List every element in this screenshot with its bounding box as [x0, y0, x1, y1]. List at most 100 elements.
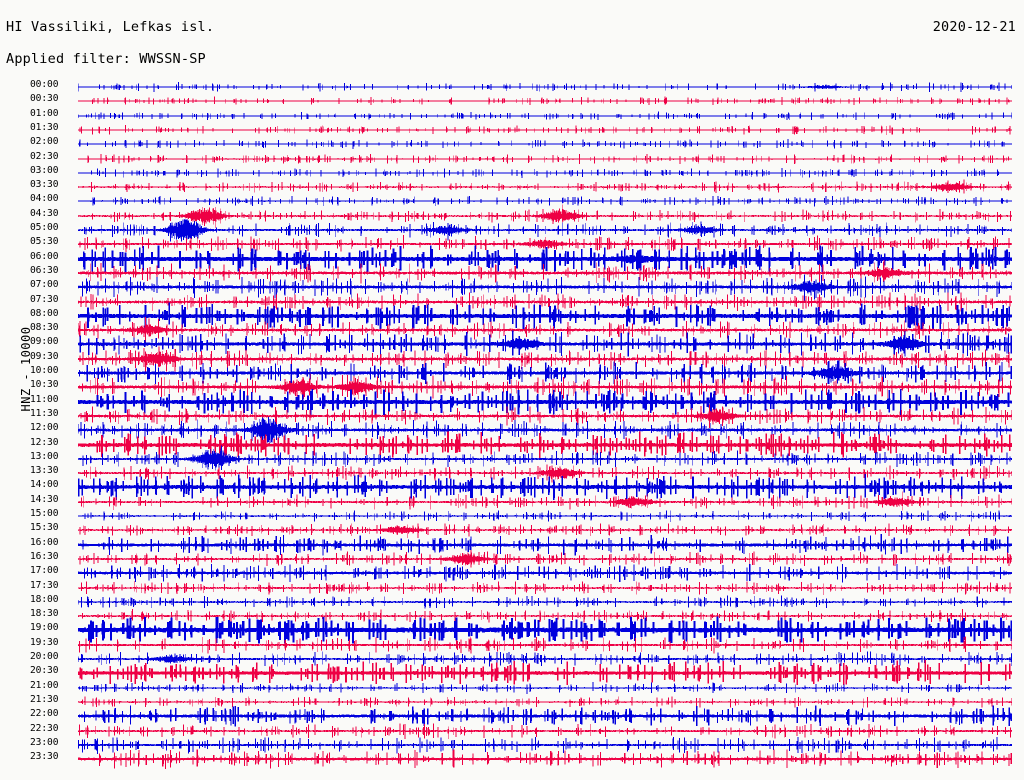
trace-time-label: 01:00 — [30, 107, 59, 119]
trace-waveform — [78, 431, 1012, 458]
trace-row: 16:00 — [0, 533, 1024, 556]
trace-row: 18:30 — [0, 609, 1024, 623]
trace-time-label: 15:30 — [30, 522, 59, 534]
trace-waveform — [78, 204, 1012, 229]
trace-row: 09:00 — [0, 331, 1024, 357]
trace-row: 18:00 — [0, 593, 1024, 609]
trace-row: 06:00 — [0, 245, 1024, 272]
trace-row: 23:00 — [0, 736, 1024, 754]
trace-row: 17:30 — [0, 580, 1024, 595]
trace-row: 04:30 — [0, 204, 1024, 229]
trace-row: 02:30 — [0, 150, 1024, 166]
trace-waveform — [78, 696, 1012, 708]
trace-row: 20:00 — [0, 651, 1024, 667]
trace-waveform — [78, 291, 1012, 311]
trace-time-label: 05:00 — [30, 222, 59, 233]
trace-time-label: 16:00 — [30, 536, 59, 548]
trace-time-label: 23:30 — [30, 751, 59, 763]
trace-waveform — [78, 749, 1012, 769]
trace-time-label: 20:00 — [30, 651, 59, 662]
trace-row: 05:30 — [0, 235, 1024, 253]
trace-waveform — [78, 523, 1012, 539]
trace-waveform — [78, 722, 1012, 739]
trace-row: 17:00 — [0, 563, 1024, 583]
trace-row: 03:30 — [0, 180, 1024, 194]
trace-row: 12:30 — [0, 431, 1024, 458]
trace-waveform — [78, 617, 1012, 644]
trace-time-label: 11:30 — [30, 407, 59, 419]
trace-row: 04:00 — [0, 194, 1024, 208]
trace-time-label: 12:00 — [30, 422, 59, 434]
trace-time-label: 13:30 — [30, 465, 59, 477]
trace-row: 10:30 — [0, 373, 1024, 401]
trace-row: 06:30 — [0, 259, 1024, 286]
trace-time-label: 03:30 — [30, 179, 59, 191]
trace-time-label: 23:00 — [30, 736, 59, 748]
trace-waveform — [78, 259, 1012, 286]
trace-waveform — [78, 549, 1012, 568]
trace-row: 08:30 — [0, 317, 1024, 343]
trace-row: 14:30 — [0, 491, 1024, 511]
trace-plot-area: 00:00 00:30 01:00 01:30 02:00 02:30 03:00 03:30… — [0, 80, 1024, 772]
trace-waveform — [78, 580, 1012, 595]
trace-row: 07:30 — [0, 291, 1024, 311]
trace-row: 00:30 — [0, 94, 1024, 108]
trace-row: 15:00 — [0, 509, 1024, 523]
trace-row: 22:00 — [0, 705, 1024, 727]
trace-waveform — [78, 464, 1012, 483]
trace-time-label: 06:00 — [30, 250, 59, 262]
trace-row: 09:30 — [0, 346, 1024, 372]
trace-time-label: 13:00 — [30, 450, 59, 462]
trace-waveform — [78, 218, 1012, 242]
trace-time-label: 10:30 — [30, 379, 59, 391]
trace-row: 14:00 — [0, 474, 1024, 501]
trace-time-label: 20:30 — [30, 665, 59, 677]
trace-row: 22:30 — [0, 722, 1024, 739]
trace-row: 10:00 — [0, 360, 1024, 385]
trace-waveform — [78, 660, 1012, 686]
trace-waveform — [78, 595, 1012, 609]
trace-row: 16:30 — [0, 549, 1024, 568]
trace-time-label: 17:00 — [30, 565, 59, 577]
trace-row: 19:00 — [0, 617, 1024, 644]
trace-waveform — [78, 445, 1012, 471]
trace-waveform — [78, 636, 1012, 654]
trace-waveform — [78, 96, 1012, 106]
trace-row: 13:30 — [0, 464, 1024, 483]
trace-time-label: 15:00 — [30, 508, 59, 519]
trace-time-label: 11:00 — [30, 393, 59, 405]
trace-waveform — [78, 533, 1012, 556]
trace-waveform — [78, 705, 1012, 727]
trace-time-label: 09:00 — [30, 336, 59, 348]
trace-time-label: 05:30 — [30, 236, 59, 248]
trace-time-label: 01:30 — [30, 121, 59, 133]
trace-row: 00:00 — [0, 80, 1024, 94]
trace-waveform — [78, 681, 1012, 694]
trace-row: 11:00 — [0, 388, 1024, 415]
trace-time-label: 00:30 — [30, 93, 59, 105]
trace-time-label: 09:30 — [30, 350, 59, 362]
trace-row: 21:00 — [0, 680, 1024, 695]
trace-waveform — [78, 360, 1012, 385]
trace-row: 13:00 — [0, 445, 1024, 471]
trace-row: 02:00 — [0, 137, 1024, 151]
trace-time-label: 04:30 — [30, 207, 59, 219]
trace-time-label: 02:30 — [30, 150, 59, 162]
trace-row: 19:30 — [0, 636, 1024, 654]
trace-waveform — [78, 274, 1012, 301]
trace-time-label: 00:00 — [30, 79, 59, 90]
trace-time-label: 14:00 — [30, 479, 59, 491]
trace-time-label: 06:30 — [30, 264, 59, 276]
trace-time-label: 18:00 — [30, 593, 59, 605]
trace-time-label: 22:30 — [30, 722, 59, 734]
trace-time-label: 02:00 — [30, 136, 59, 148]
trace-time-label: 07:30 — [30, 293, 59, 305]
trace-time-label: 10:00 — [30, 365, 59, 376]
trace-waveform — [78, 82, 1012, 92]
trace-time-label: 14:30 — [30, 493, 59, 505]
trace-row: 21:30 — [0, 693, 1024, 709]
trace-time-label: 16:30 — [30, 550, 59, 562]
trace-row: 12:00 — [0, 417, 1024, 444]
trace-time-label: 21:30 — [30, 693, 59, 705]
